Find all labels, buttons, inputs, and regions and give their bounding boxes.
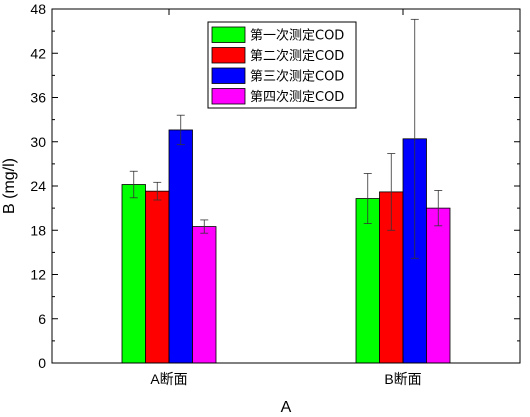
x-axis: A断面 B断面 (150, 9, 422, 387)
legend-swatch (211, 67, 246, 84)
legend: 第一次测定COD 第二次测定COD 第三次测定COD 第四次测定COD (207, 21, 357, 109)
y-tick-label: 42 (30, 45, 46, 61)
bar-4-2 (426, 207, 451, 364)
legend-swatch (211, 47, 246, 64)
x-tick-label: B断面 (384, 371, 421, 387)
y-axis-title: B (mg/l) (1, 158, 18, 214)
y-tick-label: 48 (30, 1, 46, 17)
bar-1-1 (121, 184, 146, 364)
y-tick-label: 12 (30, 267, 46, 283)
legend-swatch (211, 88, 246, 105)
x-axis-title: A (281, 399, 292, 416)
bar-4-1 (192, 226, 217, 364)
bar-3-1 (168, 129, 193, 364)
y-tick-label: 0 (38, 355, 46, 371)
y-tick-label: 36 (30, 90, 46, 106)
y-tick-label: 24 (30, 178, 46, 194)
bars-layer (121, 129, 451, 364)
bar-2-1 (145, 190, 170, 364)
x-tick-label: A断面 (150, 371, 187, 387)
legend-label: 第三次测定COD (250, 69, 344, 85)
y-tick-label: 30 (30, 134, 46, 150)
error-bars-layer (129, 18, 443, 259)
legend-label: 第一次测定COD (250, 28, 344, 44)
y-tick-label: 6 (38, 311, 46, 327)
legend-label: 第二次测定COD (250, 48, 344, 64)
y-tick-label: 18 (30, 222, 46, 238)
legend-label: 第四次测定COD (250, 89, 344, 105)
y-axis: 0 6 12 18 24 30 36 42 48 (30, 1, 520, 371)
legend-swatch (211, 26, 246, 43)
